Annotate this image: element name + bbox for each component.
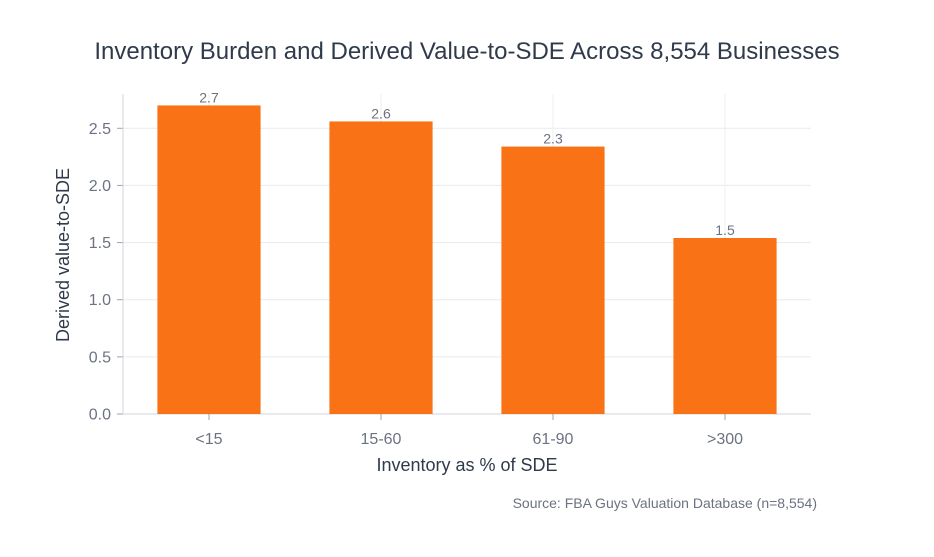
source-note: Source: FBA Guys Valuation Database (n=8… — [512, 495, 817, 511]
bar-data-label: 2.7 — [199, 89, 219, 105]
bar-data-label: 2.3 — [543, 131, 563, 147]
bar-data-label: 1.5 — [715, 222, 735, 238]
x-tick-label: 61-90 — [533, 431, 574, 448]
x-tick-label: >300 — [707, 431, 743, 448]
bars — [157, 105, 777, 415]
y-tick-label: 0.5 — [89, 349, 111, 366]
x-axis-title: Inventory as % of SDE — [376, 455, 557, 475]
y-axis-title: Derived value-to-SDE — [53, 168, 73, 342]
y-tick-label: 0.0 — [89, 407, 111, 424]
x-tick-label: 15-60 — [361, 431, 402, 448]
bar — [329, 121, 433, 414]
bar — [501, 146, 605, 415]
labels: <15 2.7 15-60 2.6 61-90 2.3 >300 1.5 — [195, 89, 743, 448]
y-tick-label: 2.0 — [89, 178, 111, 195]
chart-title: Inventory Burden and Derived Value-to-SD… — [94, 38, 840, 65]
y-tick-label: 1.0 — [89, 292, 111, 309]
bar — [157, 105, 261, 414]
y-tick-label: 2.5 — [89, 121, 111, 138]
x-tick-label: <15 — [195, 431, 222, 448]
y-tick-label: 1.5 — [89, 235, 111, 252]
bar — [673, 238, 777, 414]
bar-data-label: 2.6 — [371, 105, 391, 121]
